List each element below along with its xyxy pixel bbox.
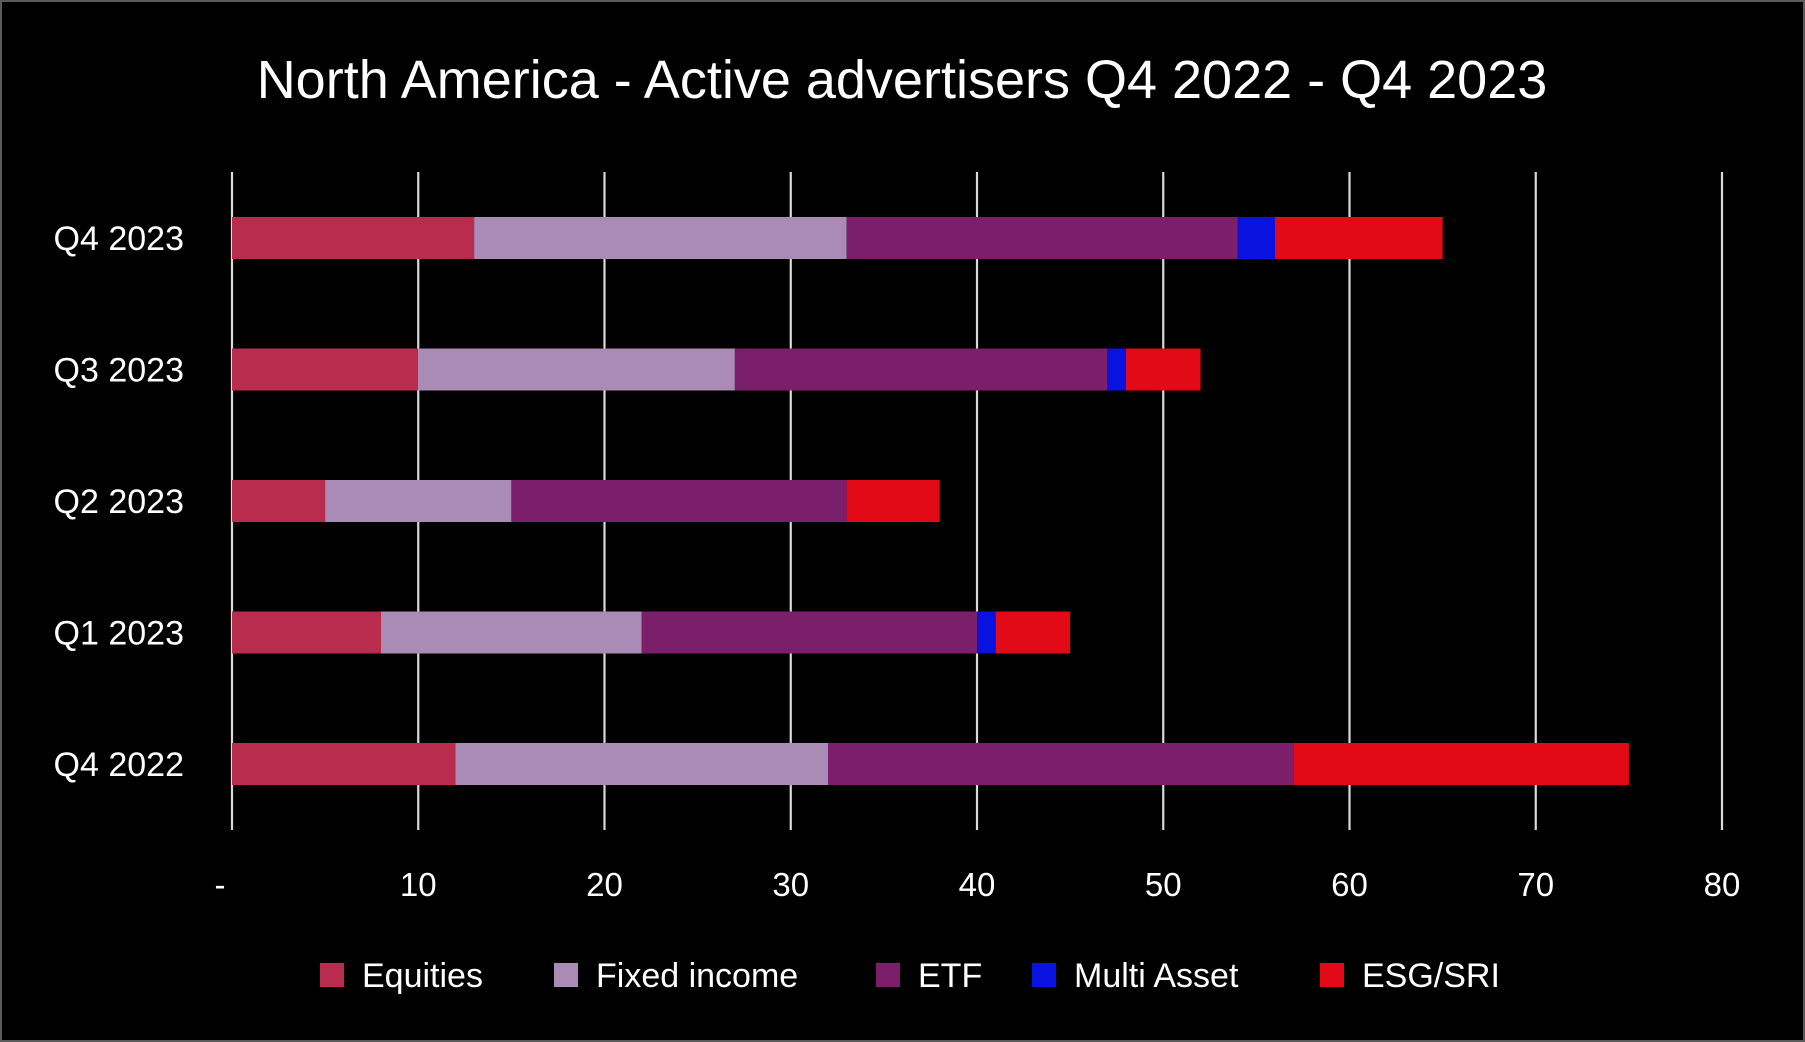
legend-item: Fixed income <box>554 957 798 995</box>
gridlines <box>230 172 1724 830</box>
bar-segment-multi-asset <box>977 611 996 654</box>
category-label: Q4 2022 <box>54 746 184 784</box>
bar-segment-etf <box>846 217 1238 259</box>
category-labels: Q4 2023 Q3 2023 Q2 2023 Q1 2023 Q4 2022 <box>54 220 184 784</box>
x-tick-label: 40 <box>959 866 996 903</box>
bar-segment-fixed-income <box>455 743 828 785</box>
category-label: Q1 2023 <box>54 615 184 653</box>
category-label: Q2 2023 <box>54 483 184 521</box>
bars <box>232 217 1629 785</box>
bar-segment-equities <box>232 480 326 522</box>
bar-segment-multi-asset <box>1237 217 1275 259</box>
x-tick-label: 10 <box>400 866 437 903</box>
bar-segment-esg-sri <box>1275 217 1443 259</box>
legend-item: ESG/SRI <box>1320 957 1500 995</box>
bar-segment-esg-sri <box>1293 743 1629 785</box>
x-tick-label: 80 <box>1704 866 1741 903</box>
bar-segment-etf <box>641 611 977 654</box>
bar-segment-fixed-income <box>418 348 735 391</box>
bar-segment-etf <box>734 348 1108 391</box>
x-tick-label: 60 <box>1331 866 1368 903</box>
bar-segment-equities <box>232 611 381 654</box>
legend-swatch <box>876 963 900 987</box>
legend-label: Multi Asset <box>1074 957 1239 995</box>
legend-label: Equities <box>362 957 483 995</box>
category-label: Q4 2023 <box>54 220 184 258</box>
legend-swatch <box>1032 963 1056 987</box>
legend-label: ETF <box>918 957 982 995</box>
bar-segment-esg-sri <box>995 611 1071 654</box>
legend-swatch <box>320 963 344 987</box>
bar-segment-etf <box>828 743 1294 785</box>
legend: Equities Fixed income ETF Multi Asset ESG/SR… <box>320 957 1500 995</box>
bar-segment-multi-asset <box>1107 348 1126 391</box>
x-tick-label: - <box>215 866 226 903</box>
x-axis-tick-labels: - 10 20 30 40 50 60 70 80 <box>215 866 1741 903</box>
legend-item: Multi Asset <box>1032 957 1239 995</box>
x-tick-label: 50 <box>1145 866 1182 903</box>
bar-segment-fixed-income <box>474 217 847 259</box>
legend-label: Fixed income <box>596 957 798 995</box>
bar-segment-esg-sri <box>1126 348 1201 391</box>
legend-item: ETF <box>876 957 982 995</box>
category-label: Q3 2023 <box>54 352 184 390</box>
bar-segment-fixed-income <box>381 611 642 654</box>
x-tick-label: 20 <box>586 866 623 903</box>
bar-segment-equities <box>232 217 475 259</box>
bar-segment-fixed-income <box>325 480 512 522</box>
bar-segment-equities <box>232 348 419 391</box>
x-tick-label: 30 <box>772 866 809 903</box>
chart-title: North America - Active advertisers Q4 20… <box>257 50 1548 110</box>
legend-swatch <box>554 963 578 987</box>
legend-label: ESG/SRI <box>1362 957 1500 995</box>
legend-item: Equities <box>320 957 483 995</box>
legend-swatch <box>1320 963 1344 987</box>
bar-segment-equities <box>232 743 456 785</box>
x-tick-label: 70 <box>1517 866 1554 903</box>
bar-segment-etf <box>511 480 847 522</box>
bar-segment-esg-sri <box>846 480 940 522</box>
